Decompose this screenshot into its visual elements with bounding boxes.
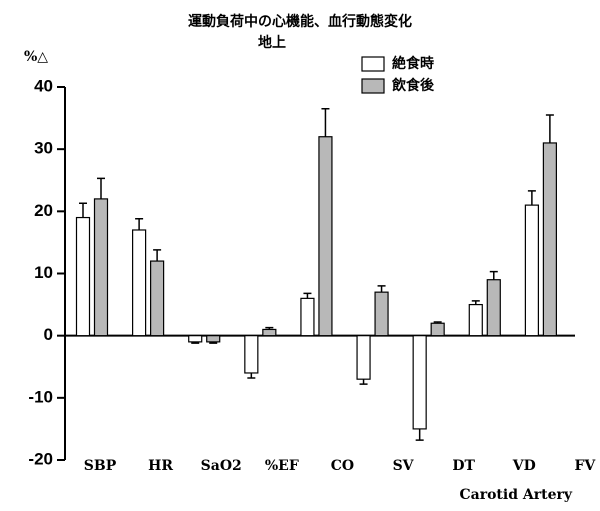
bar: [468, 303, 483, 337]
x-tick-label: FV: [574, 458, 596, 474]
error-bar: [97, 177, 105, 199]
bar: [244, 335, 259, 374]
error-bar: [471, 300, 480, 305]
legend-label: 飲食後: [391, 77, 435, 94]
y-tick-label: 20: [34, 201, 53, 220]
x-axis-label: Carotid Artery: [460, 487, 573, 503]
legend-swatch: [361, 78, 385, 94]
error-bar: [191, 341, 200, 344]
y-tick-label: 0: [44, 325, 53, 344]
error-bar: [415, 428, 424, 441]
error-bar: [135, 218, 144, 230]
y-tick-label: 10: [34, 263, 53, 282]
error-bar: [433, 321, 442, 324]
bar: [430, 322, 445, 337]
y-tick-label: 30: [34, 139, 53, 158]
bar: [75, 216, 91, 337]
bar: [93, 198, 109, 337]
error-bar: [153, 249, 162, 262]
legend-swatch: [361, 56, 385, 72]
x-tick-label: SBP: [84, 458, 117, 474]
bar: [412, 335, 427, 430]
y-tick-label: -10: [28, 387, 53, 406]
x-tick-label: VD: [512, 458, 536, 474]
x-tick-label: SV: [393, 458, 415, 474]
bar: [318, 136, 333, 337]
bar: [206, 335, 221, 343]
chart-subtitle: 地上: [258, 34, 286, 51]
error-bar: [247, 372, 256, 379]
x-tick-label: CO: [331, 458, 354, 474]
y-tick-label: 40: [34, 76, 53, 95]
error-bar: [545, 114, 554, 143]
error-bar: [377, 285, 386, 293]
bar: [188, 335, 203, 343]
bar: [524, 204, 539, 337]
bar: [300, 297, 315, 337]
error-bar: [489, 270, 498, 280]
error-bar: [209, 341, 218, 344]
error-bar: [303, 292, 312, 299]
bar: [356, 335, 371, 380]
x-tick-label: HR: [148, 458, 173, 474]
y-tick-label: -20: [28, 449, 53, 468]
x-tick-label: DT: [452, 458, 475, 474]
error-bar: [527, 190, 536, 206]
bar: [486, 279, 501, 337]
bar: [374, 291, 389, 337]
error-bar: [359, 379, 368, 385]
chart-title: 運動負荷中の心機能、血行動態変化: [188, 13, 412, 30]
error-bar: [265, 326, 274, 330]
bar: [542, 142, 557, 337]
legend-label: 絶食時: [392, 55, 434, 72]
x-tick-label: %EF: [265, 458, 299, 474]
x-tick-label: SaO2: [201, 458, 242, 474]
y-axis-label: %△: [24, 49, 48, 65]
bar: [132, 229, 147, 337]
bar: [150, 260, 165, 337]
bar: [262, 328, 277, 337]
error-bar: [79, 202, 87, 218]
error-bar: [321, 108, 330, 137]
